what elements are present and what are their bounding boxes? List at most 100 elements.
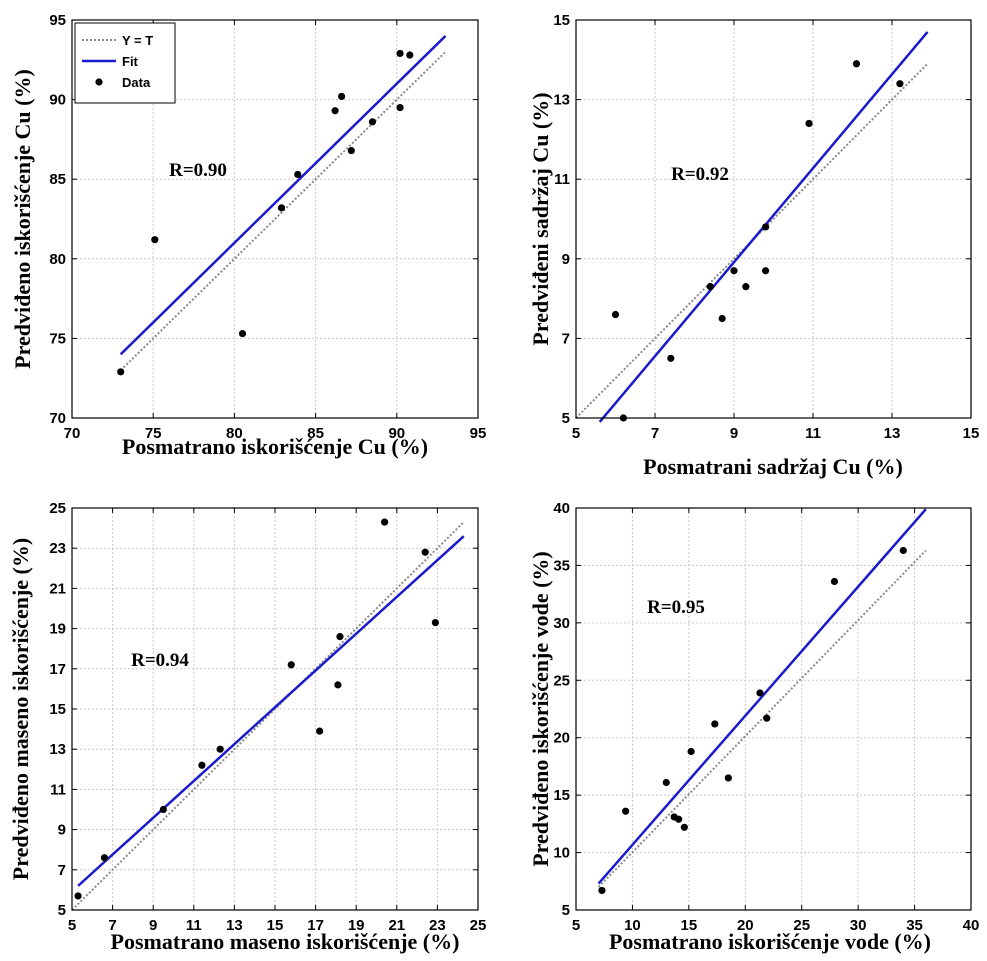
data-point [431,618,439,627]
data-point [336,633,344,641]
x-tick-label: 9 [730,425,738,442]
x-axis-label: Posmatrani sadržaj Cu (%) [643,454,903,479]
y-axis-label: Predviđeno iskorišćenje Cu (%) [10,69,35,369]
chart-panel-3: 5 7 9 11 13 15 17 19 21 23 25 5 7 9 11 13 15 17 19 21 23 25 R=… [8,500,486,954]
data-point [381,518,389,526]
x-tick-label: 13 [226,917,243,934]
y-tick-label: 13 [49,741,66,758]
x-tick-label: 85 [307,425,324,442]
y-tick-label: 5 [562,410,570,427]
data-point [762,223,770,231]
x-tick-label: 21 [388,917,405,934]
x-tick-label: 70 [64,425,81,442]
data-point [711,720,719,728]
y-axis-label: Predviđeni sadržaj Cu (%) [528,92,553,345]
data-point [406,51,414,59]
legend-label: Fit [122,54,139,69]
data-point [331,107,339,115]
x-tick-label: 13 [884,425,901,442]
legend: Y = T Fit Data [74,22,176,104]
plot-frame [575,19,972,419]
r-annotation: R=0.94 [131,650,189,671]
y-tick-label: 35 [553,557,570,574]
x-tick-label: 5 [572,425,580,442]
data-point [598,886,606,895]
y-tick-label: 95 [49,12,66,29]
x-tick-label: 15 [681,917,698,934]
y-axis-label: Predviđeno maseno iskorišćenje (%) [8,538,33,880]
y-tick-label: 85 [49,171,66,188]
y-tick-label: 7 [562,330,570,347]
x-tick-label: 95 [470,425,487,442]
data-point [662,778,670,787]
data-point [611,310,620,319]
x-tick-label: 19 [348,917,365,934]
data-point [675,815,683,823]
y-tick-label: 25 [553,672,570,689]
x-tick-label: 25 [793,917,810,934]
legend-label: Y = T [122,33,153,48]
x-axis-label: Posmatrano maseno iskorišćenje (%) [111,929,460,954]
fit-line [597,508,927,885]
y-tick-label: 15 [553,787,570,804]
x-tick-label: 9 [149,917,157,934]
x-tick-label: 90 [388,425,405,442]
y-tick-label: 11 [50,781,66,798]
chart-panel-4: 5 10 15 20 25 30 35 40 5 10 15 20 25 30 35 40 R=0.95 Posm… [528,500,979,954]
y-axis-label: Predviđeno iskorišćenje vode (%) [528,551,553,867]
r-annotation: R=0.92 [671,164,729,185]
data-point [238,330,247,338]
data-point [622,807,630,815]
x-tick-label: 7 [651,425,659,442]
data-point [117,368,125,376]
x-tick-label: 40 [963,917,980,934]
y-tick-label: 7 [58,862,66,879]
data-point [756,689,764,697]
plot-frame [71,507,479,911]
x-tick-label: 15 [267,917,284,934]
x-axis-label: Posmatrano iskorišćenje vode (%) [609,929,931,954]
plot-frame [575,507,972,911]
chart-panel-1: 70 75 80 85 90 95 70 75 80 85 90 95 R=0.90 Posmatrano… [10,12,486,459]
chart-panel-2: 5 7 9 11 13 15 5 7 9 11 13 15 R=0.92 Posmatrani sadrž… [528,12,979,479]
data-point [896,80,904,88]
data-point [277,204,286,212]
y-tick-label: 5 [58,902,66,919]
y-tick-label: 17 [49,661,66,678]
x-tick-label: 25 [470,917,487,934]
y-tick-label: 11 [554,171,570,188]
x-tick-label: 10 [624,917,641,934]
x-tick-label: 80 [226,425,243,442]
data-point [680,823,688,831]
legend-swatch-data [95,78,103,86]
y-tick-label: 19 [49,621,66,638]
data-point [216,745,224,753]
data-point [151,236,159,244]
fit-line [119,35,447,356]
data-point [724,774,732,782]
data-point [287,661,295,669]
data-point [159,805,167,814]
data-point [74,892,82,900]
data-point [294,170,302,179]
y-tick-label: 70 [49,410,66,427]
legend-label: Data [122,75,151,90]
y-tick-label: 25 [49,500,66,517]
x-tick-label: 75 [145,425,162,442]
x-tick-label: 35 [906,917,923,934]
x-tick-label: 15 [963,425,980,442]
data-point [396,103,404,112]
legend-box [74,22,176,104]
data-point [830,577,839,586]
x-tick-label: 11 [186,917,202,934]
data-point [368,118,377,126]
y-tick-label: 13 [553,92,570,109]
data-point [687,747,695,756]
data-point [706,283,714,291]
y-tick-label: 21 [49,580,66,597]
y-tick-label: 10 [553,845,570,862]
data-point [805,119,813,128]
x-tick-label: 5 [68,917,76,934]
x-tick-label: 20 [737,917,754,934]
data-point [852,60,861,68]
